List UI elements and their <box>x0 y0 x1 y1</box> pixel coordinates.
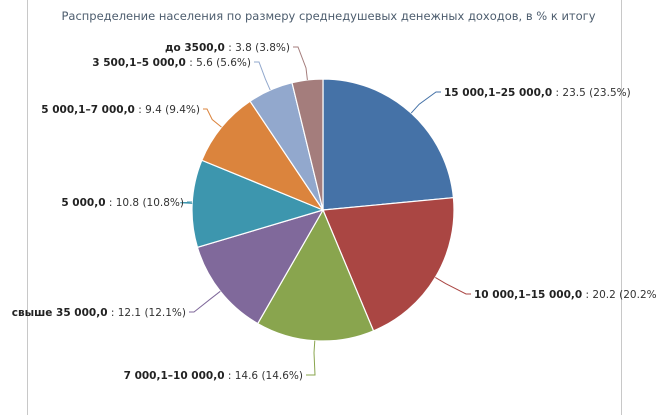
slice-label-value: : 5.6 (5.6%) <box>186 57 251 69</box>
label-connector-свыше-35-000-0 <box>189 290 221 313</box>
slice-label-до-3500-0: до 3500,0 : 3.8 (3.8%) <box>165 42 290 54</box>
slice-label-name: 7 000,1–10 000,0 <box>124 370 225 382</box>
label-connector-5-000-0 <box>180 201 193 204</box>
slice-label-3-500-1-5-000-0: 3 500,1–5 000,0 : 5.6 (5.6%) <box>92 57 251 69</box>
pie-slice-5-000-1-7-000-0[interactable] <box>201 100 325 212</box>
slice-label-5-000-1-7-000-0: 5 000,1–7 000,0 : 9.4 (9.4%) <box>41 104 200 116</box>
label-connector-7-000-1-10-000-0 <box>306 340 316 376</box>
right-divider <box>621 0 622 415</box>
left-divider <box>27 0 28 415</box>
slice-label-name: свыше 35 000,0 <box>12 307 108 319</box>
chart-title: Распределение населения по размеру средн… <box>61 9 596 23</box>
slice-label-name: 5 000,0 <box>61 197 105 209</box>
label-connector-5-000-1-7-000-0 <box>203 108 222 128</box>
pie-slice-7-000-1-10-000-0[interactable] <box>256 208 375 342</box>
pie-slice-до-3500-0[interactable] <box>291 78 324 211</box>
slice-label-name: 10 000,1–15 000,0 <box>474 289 582 301</box>
slice-label-value: : 3.8 (3.8%) <box>225 42 290 54</box>
label-connector-10-000-1-15-000-0 <box>435 276 471 295</box>
slice-label-name: до 3500,0 <box>165 42 225 54</box>
slice-label-name: 15 000,1–25 000,0 <box>444 87 552 99</box>
slice-label-value: : 12.1 (12.1%) <box>108 307 186 319</box>
slice-label-name: 5 000,1–7 000,0 <box>41 104 135 116</box>
slice-label-value: : 23.5 (23.5%) <box>552 87 630 99</box>
label-connector-15-000-1-25-000-0 <box>410 91 441 114</box>
slice-label-value: : 20.2 (20.2%) <box>582 289 657 301</box>
slice-label-value: : 14.6 (14.6%) <box>225 370 303 382</box>
slice-label-name: 3 500,1–5 000,0 <box>92 57 186 69</box>
pie-slice-15-000-1-25-000-0[interactable] <box>322 78 455 211</box>
slice-label-10-000-1-15-000-0: 10 000,1–15 000,0 : 20.2 (20.2%) <box>474 289 657 301</box>
slice-label-свыше-35-000-0: свыше 35 000,0 : 12.1 (12.1%) <box>12 307 186 319</box>
label-connector-до-3500-0 <box>293 46 308 80</box>
slice-label-15-000-1-25-000-0: 15 000,1–25 000,0 : 23.5 (23.5%) <box>444 87 631 99</box>
slice-label-5-000-0: 5 000,0 : 10.8 (10.8%) <box>61 197 184 209</box>
slice-label-value: : 10.8 (10.8%) <box>106 197 184 209</box>
label-connector-3-500-1-5-000-0 <box>254 61 271 91</box>
slice-label-7-000-1-10-000-0: 7 000,1–10 000,0 : 14.6 (14.6%) <box>124 370 303 382</box>
slice-label-value: : 9.4 (9.4%) <box>135 104 200 116</box>
